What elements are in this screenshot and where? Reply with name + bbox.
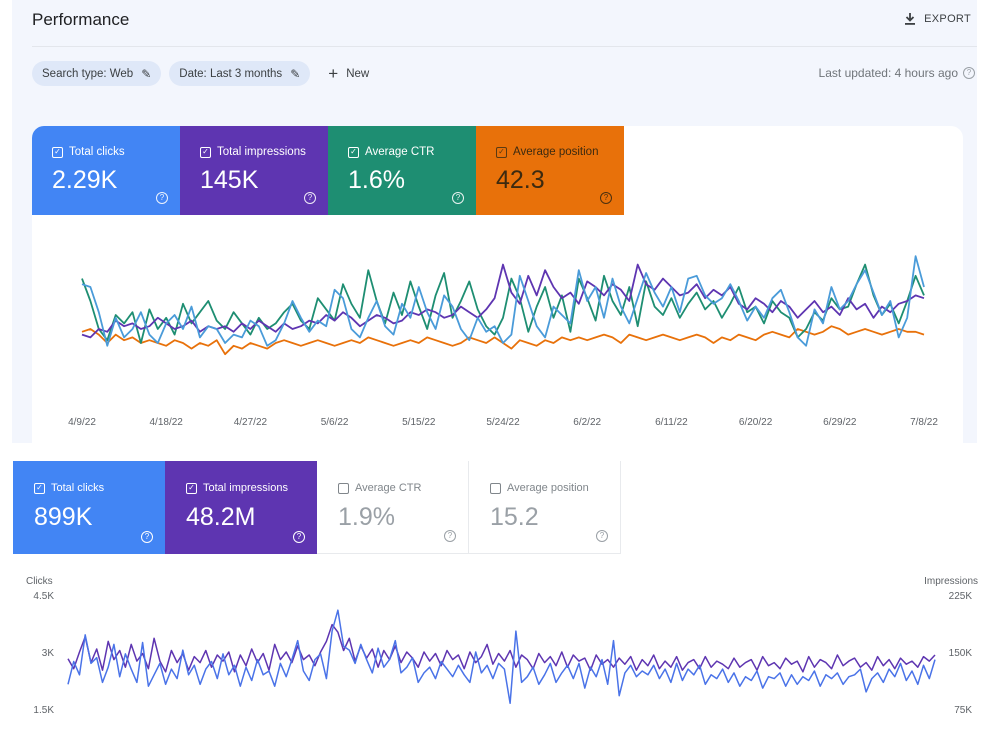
metric-label: Total impressions xyxy=(217,146,306,158)
help-icon[interactable]: ? xyxy=(963,67,975,79)
help-icon[interactable]: ? xyxy=(600,192,612,204)
checkbox-checked-icon: ✓ xyxy=(34,482,45,494)
checkbox-unchecked-icon xyxy=(490,482,501,494)
export-label: EXPORT xyxy=(924,12,971,25)
right-y-tick-label: 225K xyxy=(949,591,973,602)
series-line-average-position xyxy=(81,325,925,356)
series-line-total-clicks xyxy=(67,609,936,705)
x-tick-label: 5/15/22 xyxy=(402,417,436,428)
series-line-total-impressions xyxy=(67,623,936,673)
series-line-average-ctr xyxy=(81,263,925,344)
help-icon[interactable]: ? xyxy=(293,531,305,543)
metric-value: 15.2 xyxy=(490,503,539,531)
left-y-tick-label: 4.5K xyxy=(33,591,54,602)
help-icon[interactable]: ? xyxy=(444,530,456,542)
page-title: Performance xyxy=(32,10,130,29)
new-filter-button[interactable]: + New xyxy=(328,65,369,82)
export-button[interactable]: EXPORT xyxy=(904,12,971,25)
right-y-tick-label: 150K xyxy=(949,648,973,659)
filter-chip-search-type[interactable]: Search type: Web ✎ xyxy=(32,61,162,86)
metric-tiles-bottom: ✓ Total clicks 899K ? ✓ Total impressions … xyxy=(13,461,621,554)
pencil-icon: ✎ xyxy=(290,66,301,81)
last-updated-text: Last updated: 4 hours ago xyxy=(818,66,958,80)
metric-value: 48.2M xyxy=(186,503,256,531)
metric-label: Total impressions xyxy=(203,482,288,494)
x-tick-label: 6/29/22 xyxy=(823,417,857,428)
help-icon[interactable]: ? xyxy=(304,192,316,204)
metric-tile-average-ctr[interactable]: ✓ Average CTR 1.6% ? xyxy=(328,126,476,215)
metric-tile-average-ctr[interactable]: Average CTR 1.9% ? xyxy=(317,461,469,554)
x-tick-label: 6/20/22 xyxy=(739,417,773,428)
checkbox-checked-icon: ✓ xyxy=(496,146,507,158)
metric-label: Average position xyxy=(507,482,589,494)
x-tick-label: 4/18/22 xyxy=(150,417,184,428)
x-tick-label: 5/6/22 xyxy=(321,417,349,428)
left-y-tick-label: 3K xyxy=(42,648,55,659)
checkbox-checked-icon: ✓ xyxy=(186,482,197,494)
checkbox-checked-icon: ✓ xyxy=(200,146,211,158)
download-icon xyxy=(905,13,916,25)
right-axis-title: Impressions xyxy=(924,576,978,587)
plus-icon: + xyxy=(328,64,339,83)
performance-chart-card: ✓ Total clicks 2.29K ? ✓ Total impressions… xyxy=(32,126,963,443)
help-icon[interactable]: ? xyxy=(156,192,168,204)
x-tick-label: 4/27/22 xyxy=(234,417,268,428)
metric-tile-average-position[interactable]: ✓ Average position 42.3 ? xyxy=(476,126,624,215)
left-axis-title: Clicks xyxy=(26,576,53,587)
new-filter-label: New xyxy=(346,67,370,80)
right-y-tick-label: 75K xyxy=(954,705,972,716)
filter-chip-label: Search type: Web xyxy=(42,67,134,80)
performance-panel-top: Performance EXPORT Search type: Web ✎ Da… xyxy=(12,0,977,443)
metric-label: Total clicks xyxy=(51,482,105,494)
x-tick-label: 4/9/22 xyxy=(68,417,96,428)
metric-value: 1.9% xyxy=(338,503,395,531)
metric-value: 42.3 xyxy=(496,166,545,194)
metric-label: Average CTR xyxy=(365,146,435,158)
x-tick-label: 7/8/22 xyxy=(910,417,938,428)
help-icon[interactable]: ? xyxy=(596,530,608,542)
metric-tiles: ✓ Total clicks 2.29K ? ✓ Total impressions… xyxy=(32,126,963,215)
pencil-icon: ✎ xyxy=(141,66,152,81)
header-divider xyxy=(32,46,977,47)
performance-line-chart[interactable]: 4/9/22 4/18/22 4/27/22 5/6/22 5/15/22 5/24/22… xyxy=(32,215,963,443)
x-tick-label: 5/24/22 xyxy=(486,417,520,428)
filter-bar: Search type: Web ✎ Date: Last 3 months ✎… xyxy=(32,61,369,86)
metric-value: 2.29K xyxy=(52,166,118,194)
metric-label: Average CTR xyxy=(355,482,422,494)
metric-tile-total-impressions[interactable]: ✓ Total impressions 48.2M ? xyxy=(165,461,317,554)
metric-tile-total-impressions[interactable]: ✓ Total impressions 145K ? xyxy=(180,126,328,215)
left-y-tick-label: 1.5K xyxy=(33,705,54,716)
checkbox-checked-icon: ✓ xyxy=(52,146,63,158)
help-icon[interactable]: ? xyxy=(452,192,464,204)
metric-value: 1.6% xyxy=(348,166,405,194)
metric-tile-average-position[interactable]: Average position 15.2 ? xyxy=(469,461,621,554)
metric-value: 899K xyxy=(34,503,93,531)
filter-chip-label: Date: Last 3 months xyxy=(179,67,283,80)
help-icon[interactable]: ? xyxy=(141,531,153,543)
performance-panel-bottom: Clicks Impressions 4.5K 3K 1.5K 225K 150K 75K ✓… xyxy=(0,443,1000,750)
x-tick-label: 6/11/22 xyxy=(655,417,688,428)
series-line-total-clicks xyxy=(81,255,925,347)
metric-label: Average position xyxy=(513,146,599,158)
filter-chip-date[interactable]: Date: Last 3 months ✎ xyxy=(169,61,311,86)
metric-label: Total clicks xyxy=(69,146,125,158)
clicks-impressions-chart[interactable]: Clicks Impressions 4.5K 3K 1.5K 225K 150K 75K xyxy=(0,443,1000,750)
last-updated: Last updated: 4 hours ago ? xyxy=(819,66,975,80)
metric-tile-total-clicks[interactable]: ✓ Total clicks 2.29K ? xyxy=(32,126,180,215)
checkbox-unchecked-icon xyxy=(338,482,349,494)
metric-tile-total-clicks[interactable]: ✓ Total clicks 899K ? xyxy=(13,461,165,554)
checkbox-checked-icon: ✓ xyxy=(348,146,359,158)
metric-value: 145K xyxy=(200,166,259,194)
series-line-total-impressions xyxy=(81,263,925,339)
x-tick-label: 6/2/22 xyxy=(573,417,601,428)
